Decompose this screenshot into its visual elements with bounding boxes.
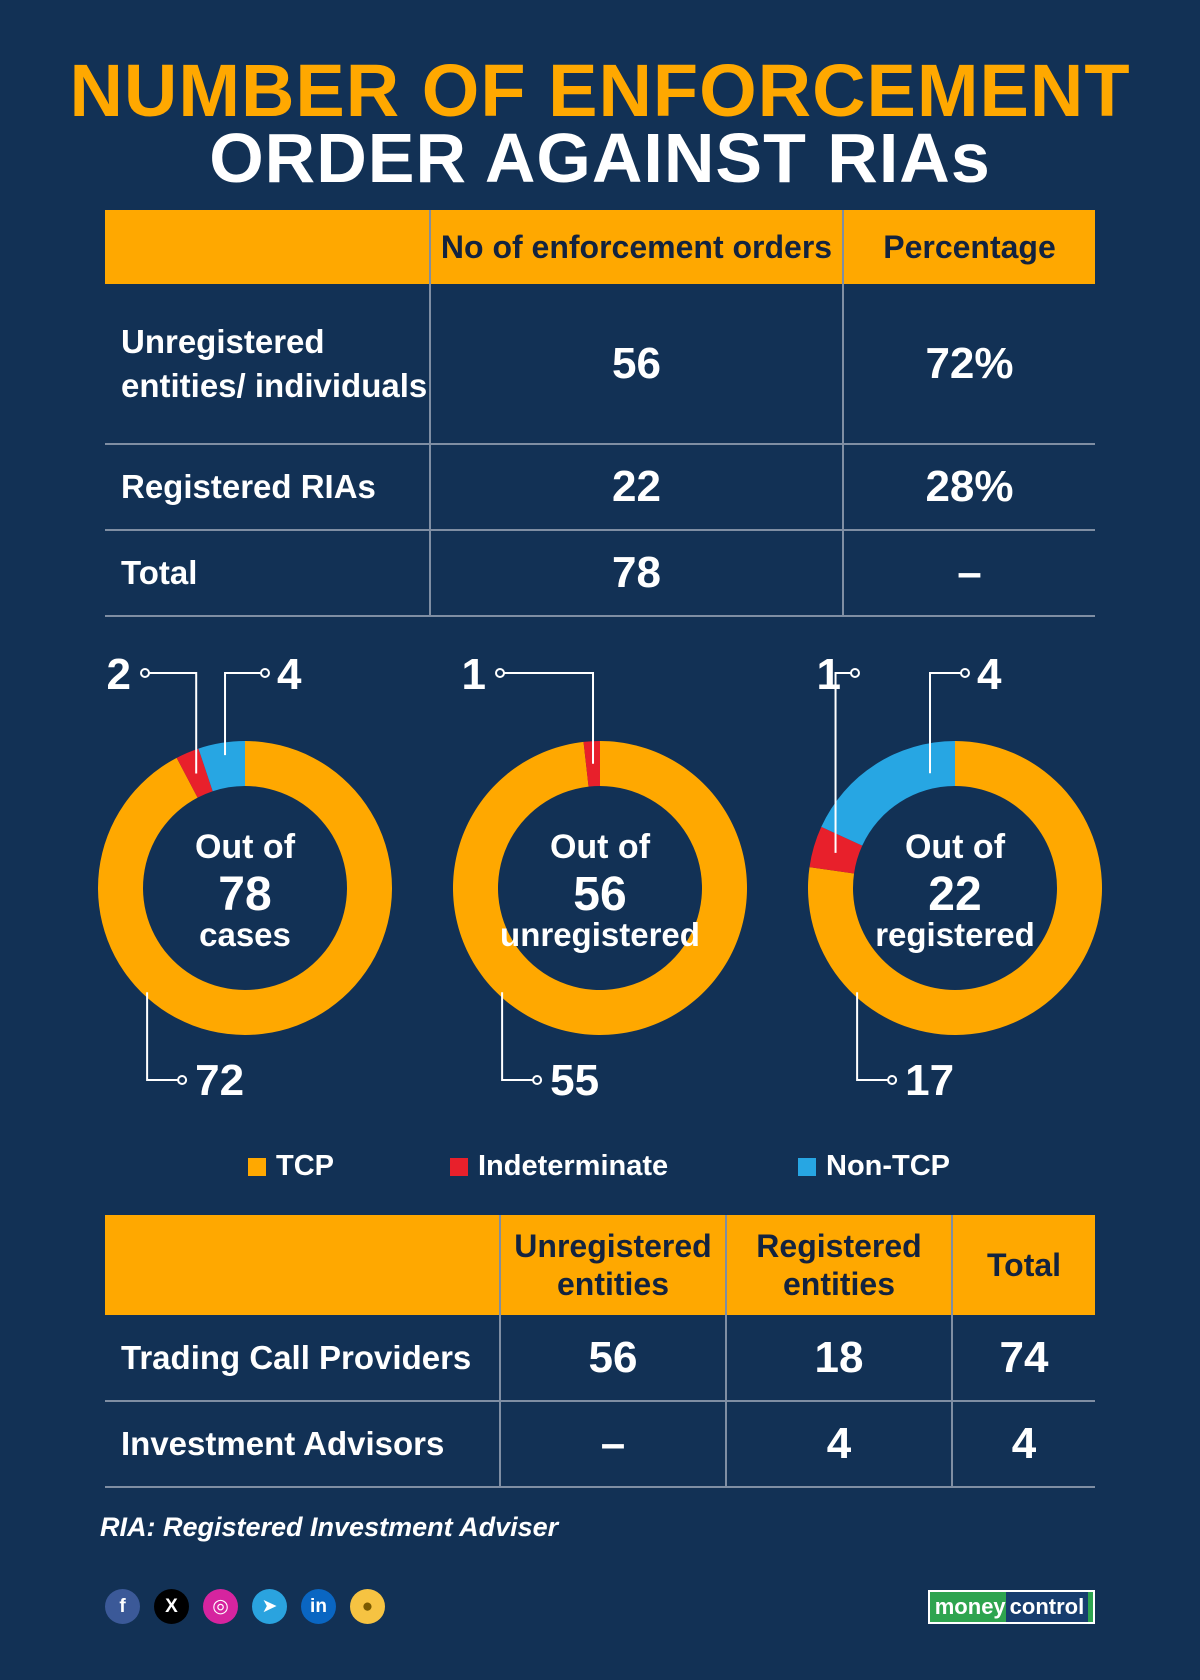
row-registered: 4 bbox=[725, 1401, 952, 1488]
donut-3-center-line-1: Out of bbox=[905, 828, 1006, 866]
donut-1-slice-tcp bbox=[97, 741, 392, 1035]
donut-3-non-tcp-leader-dot bbox=[960, 668, 970, 678]
table-header-row: Unregistered entities Registered entitie… bbox=[105, 1215, 1095, 1315]
legend-label: Non-TCP bbox=[826, 1150, 951, 1182]
brand-part-1: money bbox=[934, 1594, 1006, 1619]
row-orders: 78 bbox=[429, 530, 843, 617]
donut-3-indeterminate-leader bbox=[834, 672, 855, 853]
header-cell-unregistered: Unregistered entities bbox=[499, 1215, 726, 1315]
koo-icon[interactable]: ● bbox=[350, 1589, 385, 1624]
row-label: Investment Advisors bbox=[105, 1401, 500, 1488]
row-label: Unregistered entities/ individuals bbox=[105, 284, 430, 445]
legend-label: TCP bbox=[276, 1150, 334, 1182]
table-row: Total 78 – bbox=[105, 530, 1095, 617]
linkedin-icon[interactable]: in bbox=[301, 1589, 336, 1624]
donut-1-non-tcp-label: 4 bbox=[277, 650, 302, 699]
donut-2-center-line-2: 56 bbox=[573, 868, 626, 921]
x-icon[interactable]: X bbox=[154, 1589, 189, 1624]
entity-type-table: Unregistered entities Registered entitie… bbox=[105, 1215, 1095, 1488]
legend-item-indeterminate: Indeterminate bbox=[450, 1150, 668, 1183]
donut-2-tcp-label: 55 bbox=[550, 1056, 599, 1105]
footnote: RIA: Registered Investment Adviser bbox=[100, 1512, 559, 1542]
donut-3-non-tcp-leader bbox=[929, 672, 965, 774]
row-percentage: – bbox=[842, 530, 1095, 617]
social-links: f X ◎ ➤ in ● bbox=[105, 1589, 385, 1624]
telegram-icon[interactable]: ➤ bbox=[252, 1589, 287, 1624]
donut-2-center-line-3: unregistered bbox=[500, 916, 700, 953]
donut-2-indeterminate-leader-dot bbox=[495, 668, 505, 678]
row-orders: 56 bbox=[429, 284, 843, 445]
donut-2-tcp-leader-dot bbox=[532, 1075, 543, 1085]
row-unregistered: 56 bbox=[499, 1315, 726, 1402]
donut-1-slice-indeterminate bbox=[176, 748, 213, 798]
row-label: Trading Call Providers bbox=[105, 1315, 500, 1402]
donut-2-center-line-1: Out of bbox=[550, 828, 651, 866]
donut-3-center-line-2: 22 bbox=[928, 868, 981, 921]
legend-label: Indeterminate bbox=[478, 1150, 669, 1182]
header-cell-orders: No of enforcement orders bbox=[429, 210, 843, 284]
donut-2-indeterminate-leader bbox=[500, 672, 595, 764]
donut-1-slice-non-tcp bbox=[198, 741, 245, 792]
donut-3-indeterminate-label: 1 bbox=[817, 650, 841, 699]
header-cell-blank bbox=[105, 1215, 500, 1315]
brand-part-2: control bbox=[1005, 1592, 1089, 1622]
row-percentage: 28% bbox=[842, 444, 1095, 531]
donut-1-indeterminate-leader-dot bbox=[140, 668, 150, 678]
row-total: 74 bbox=[951, 1315, 1095, 1402]
legend-swatch-non-tcp bbox=[798, 1157, 816, 1176]
row-unregistered: – bbox=[499, 1401, 726, 1488]
donut-3-slice-non-tcp bbox=[821, 741, 955, 846]
table-row: Investment Advisors – 4 4 bbox=[105, 1401, 1095, 1488]
legend-swatch-tcp bbox=[248, 1157, 266, 1176]
facebook-icon[interactable]: f bbox=[105, 1589, 140, 1624]
donut-2-tcp-leader bbox=[501, 992, 538, 1081]
donut-3-non-tcp-label: 4 bbox=[977, 650, 1002, 699]
moneycontrol-logo: money control bbox=[928, 1590, 1095, 1624]
header-cell-registered: Registered entities bbox=[725, 1215, 952, 1315]
row-orders: 22 bbox=[429, 444, 843, 531]
donut-1-indeterminate-label: 2 bbox=[107, 650, 131, 699]
donut-2-indeterminate-label: 1 bbox=[462, 650, 486, 699]
donut-1-tcp-label: 72 bbox=[195, 1056, 244, 1105]
donut-1-center-line-3: cases bbox=[199, 916, 291, 953]
table-header-row: No of enforcement orders Percentage bbox=[105, 210, 1095, 284]
table-row: Trading Call Providers 56 18 74 bbox=[105, 1315, 1095, 1402]
row-total: 4 bbox=[951, 1401, 1095, 1488]
donut-1-tcp-leader bbox=[146, 992, 183, 1081]
header-cell-percentage: Percentage bbox=[842, 210, 1095, 284]
donut-3-tcp-leader bbox=[856, 992, 893, 1081]
row-percentage: 72% bbox=[842, 284, 1095, 445]
donut-2-slice-indeterminate bbox=[583, 741, 600, 787]
donut-1-non-tcp-leader-dot bbox=[260, 668, 270, 678]
donut-1-non-tcp-leader bbox=[224, 672, 265, 756]
donut-3-slice-tcp bbox=[808, 741, 1102, 1035]
row-registered: 18 bbox=[725, 1315, 952, 1402]
row-label: Total bbox=[105, 530, 430, 617]
donut-1-center-line-1: Out of bbox=[195, 828, 296, 866]
legend-item-non-tcp: Non-TCP bbox=[798, 1150, 950, 1183]
row-label: Registered RIAs bbox=[105, 444, 430, 531]
donut-3-indeterminate-leader-dot bbox=[850, 668, 860, 678]
donut-1-indeterminate-leader bbox=[145, 672, 198, 774]
donut-3-tcp-label: 17 bbox=[905, 1056, 954, 1105]
legend-item-tcp: TCP bbox=[248, 1150, 334, 1183]
title-line-1: NUMBER OF ENFORCEMENT bbox=[69, 49, 1131, 132]
enforcement-orders-table: No of enforcement orders Percentage Unre… bbox=[105, 210, 1095, 617]
instagram-icon[interactable]: ◎ bbox=[203, 1589, 238, 1624]
donut-3-center-line-3: registered bbox=[875, 916, 1035, 953]
chart-legend: TCP Indeterminate Non-TCP bbox=[0, 1150, 1200, 1190]
table-row: Registered RIAs 22 28% bbox=[105, 444, 1095, 531]
donut-1-center-line-2: 78 bbox=[218, 868, 271, 921]
header-cell-total: Total bbox=[951, 1215, 1095, 1315]
donut-3-tcp-leader-dot bbox=[887, 1075, 898, 1085]
title-line-2: ORDER AGAINST RIAs bbox=[209, 119, 991, 197]
donut-2-slice-tcp bbox=[452, 741, 747, 1035]
legend-swatch-indeterminate bbox=[450, 1157, 468, 1176]
header-cell-blank bbox=[105, 210, 430, 284]
table-row: Unregistered entities/ individuals 56 72… bbox=[105, 284, 1095, 445]
donut-1-tcp-leader-dot bbox=[177, 1075, 188, 1085]
